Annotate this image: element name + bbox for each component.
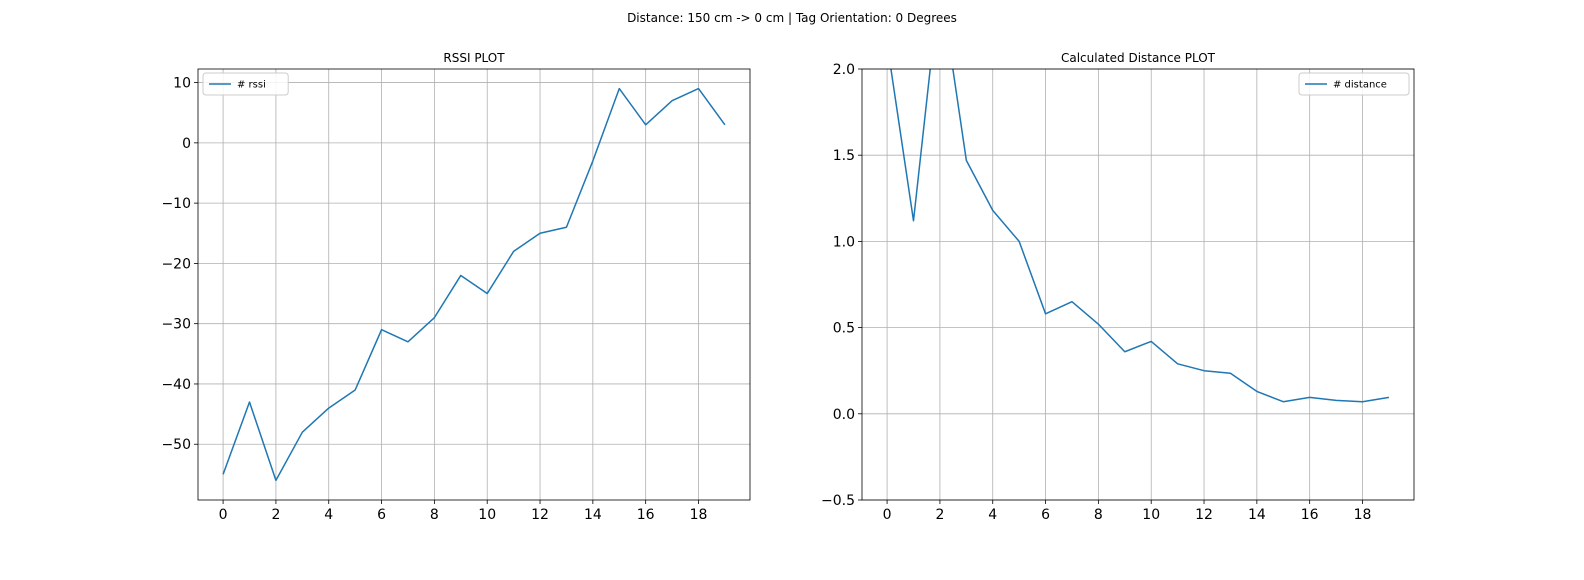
legend: # rssi	[202, 72, 289, 96]
y-tick-label: −50	[161, 437, 191, 453]
x-tick-label: 16	[1301, 507, 1319, 523]
x-tick-label: 6	[1041, 507, 1050, 523]
x-tick-label: 14	[1248, 507, 1266, 523]
x-tick-label: 18	[1354, 507, 1372, 523]
axes-frame	[197, 68, 751, 501]
y-tick-label: −30	[161, 317, 191, 333]
x-tick-label: 8	[1094, 507, 1103, 523]
chart-2: 0 2 4 6 8 10 12 14 16 18 −0.5 0.0 0.5 1.0 1.5 2.0 Calcul…	[821, 51, 1415, 523]
x-tick-label: 4	[324, 507, 333, 523]
legend-box	[1298, 72, 1410, 96]
chart-title: RSSI PLOT	[443, 51, 505, 65]
x-tick-label: 14	[584, 507, 602, 523]
x-tick-label: 6	[377, 507, 386, 523]
y-tick-label: 1.0	[833, 234, 855, 250]
legend: # distance	[1298, 72, 1410, 96]
y-tick-label: 0.5	[833, 321, 855, 337]
y-tick-label: 2.0	[833, 62, 855, 78]
x-tick-label: 10	[1142, 507, 1160, 523]
x-tick-label: 2	[935, 507, 944, 523]
x-tick-label: 0	[883, 507, 892, 523]
y-tick-label: −40	[161, 377, 191, 393]
y-tick-label: 0.0	[833, 407, 855, 423]
x-tick-label: 10	[478, 507, 496, 523]
figure-suptitle: Distance: 150 cm -> 0 cm | Tag Orientati…	[627, 11, 957, 25]
x-tick-label: 0	[219, 507, 228, 523]
legend-label: # distance	[1333, 80, 1387, 91]
x-tick-label: 12	[531, 507, 549, 523]
x-tick-label: 8	[430, 507, 439, 523]
chart-1: 0 2 4 6 8 10 12 14 16 18 −50 −40 −30 −20 −10 0 10 RSSI PL…	[161, 51, 751, 523]
x-tick-label: 18	[690, 507, 708, 523]
legend-label: # rssi	[237, 80, 266, 91]
chart-title: Calculated Distance PLOT	[1061, 51, 1216, 65]
y-tick-label: 10	[173, 76, 191, 92]
x-tick-label: 12	[1195, 507, 1213, 523]
series-line-1	[890, 69, 1390, 403]
y-tick-label: −0.5	[821, 493, 855, 509]
x-tick-label: 16	[637, 507, 655, 523]
y-tick-label: −20	[161, 256, 191, 272]
legend-box	[202, 72, 289, 96]
y-tick-label: −10	[161, 196, 191, 212]
y-tick-label: 0	[182, 136, 191, 152]
y-tick-label: 1.5	[833, 148, 855, 164]
x-tick-label: 4	[988, 507, 997, 523]
series-line-1	[222, 87, 726, 482]
x-tick-label: 2	[271, 507, 280, 523]
axes-frame	[861, 68, 1415, 501]
